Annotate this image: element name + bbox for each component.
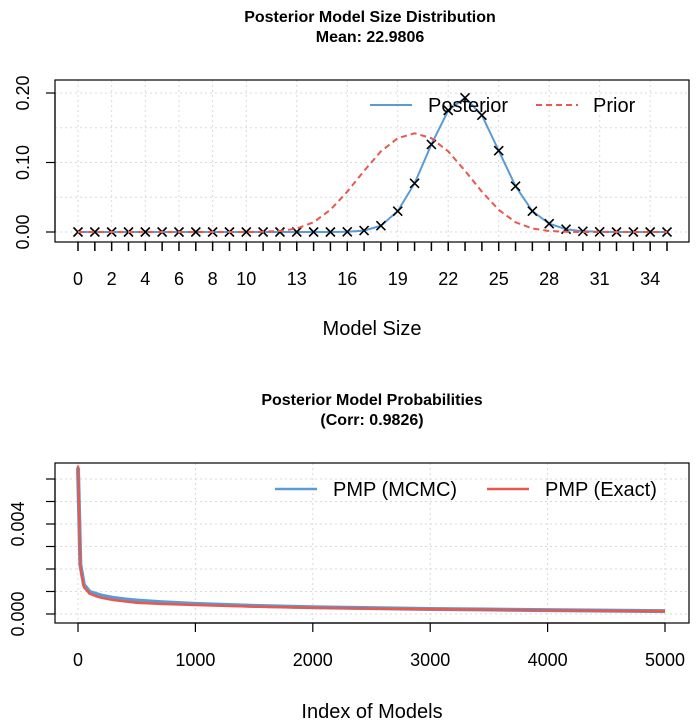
chart1-ytick-label-2: 0.20 xyxy=(13,75,33,110)
chart1-subtitle: Mean: 22.9806 xyxy=(316,29,425,46)
chart1-point-20 xyxy=(409,178,420,189)
chart1-xtick-label-8: 19 xyxy=(388,269,408,289)
chart1-point-7 xyxy=(190,226,201,238)
model-probabilities-chart: Posterior Model Probabilities (Corr: 0.9… xyxy=(8,392,690,723)
chart1-point-26 xyxy=(510,181,521,192)
chart2-xtick-label-0: 0 xyxy=(73,650,83,670)
chart1-point-19 xyxy=(392,206,403,217)
chart1-point-16 xyxy=(342,226,353,237)
chart1-point-30 xyxy=(577,226,588,237)
chart2-xlabel: Index of Models xyxy=(301,701,442,723)
chart1-point-18 xyxy=(375,220,386,231)
legend-exact-label: PMP (Exact) xyxy=(545,479,657,501)
chart1-title: Posterior Model Size Distribution xyxy=(244,9,496,26)
legend-prior-label: Prior xyxy=(593,95,636,117)
chart1-axes: 0 2 4 6 8 10 13 16 19 22 25 28 31 34 0.00 0.10 0.20 xyxy=(13,75,668,289)
chart1-xtick-label-11: 28 xyxy=(539,269,559,289)
chart1-xtick-label-6: 13 xyxy=(287,269,307,289)
chart2-xtick-label-5: 5000 xyxy=(645,650,685,670)
chart1-xtick-label-12: 31 xyxy=(590,269,610,289)
chart2-xtick-label-1: 1000 xyxy=(175,650,215,670)
chart1-series-1-line xyxy=(78,132,667,233)
chart2-legend: PMP (MCMC) PMP (Exact) xyxy=(275,479,657,501)
chart1-point-17 xyxy=(359,225,370,236)
model-size-chart: Posterior Model Size Distribution Mean: … xyxy=(13,9,690,340)
chart1-xtick-label-3: 6 xyxy=(174,269,184,289)
chart1-point-4 xyxy=(140,226,151,238)
chart2-ytick-label-1: 0.004 xyxy=(8,501,28,546)
chart1-series-0-line xyxy=(78,96,667,233)
chart2-xtick-label-4: 4000 xyxy=(528,650,568,670)
chart2-title: Posterior Model Probabilities xyxy=(261,392,482,409)
chart1-xtick-label-1: 2 xyxy=(107,269,117,289)
chart1-point-14 xyxy=(308,226,319,238)
chart2-xtick-label-2: 2000 xyxy=(293,650,333,670)
chart1-xtick-label-10: 25 xyxy=(489,269,509,289)
chart1-point-12 xyxy=(274,226,286,238)
chart2-ytick-label-0: 0.000 xyxy=(8,591,28,636)
chart1-point-27 xyxy=(527,206,538,217)
chart2-series-1-line xyxy=(76,465,666,613)
chart1-point-25 xyxy=(493,145,504,156)
chart1-ytick-label-1: 0.10 xyxy=(13,145,33,180)
chart2-series xyxy=(76,465,666,614)
chart1-point-15 xyxy=(325,226,336,238)
chart1-point-28 xyxy=(544,218,555,229)
chart1-point-31 xyxy=(594,226,605,237)
chart1-xtick-label-0: 0 xyxy=(73,269,83,289)
chart1-legend: Posterior Prior xyxy=(370,95,636,117)
chart1-xlabel: Model Size xyxy=(323,318,422,340)
legend-posterior-label: Posterior xyxy=(428,95,508,117)
chart1-point-23 xyxy=(459,92,471,103)
chart2-xtick-label-3: 3000 xyxy=(410,650,450,670)
chart1-point-22 xyxy=(443,105,454,116)
chart1-series xyxy=(72,92,673,238)
chart1-xtick-label-13: 34 xyxy=(640,269,660,289)
chart1-xtick-label-7: 16 xyxy=(337,269,357,289)
legend-mcmc-label: PMP (MCMC) xyxy=(333,479,457,501)
chart2-axes: 0 1000 2000 3000 4000 5000 0.000 0.004 xyxy=(8,478,685,670)
chart1-point-10 xyxy=(241,226,252,238)
chart1-point-34 xyxy=(645,226,656,238)
chart1-xtick-label-9: 22 xyxy=(438,269,458,289)
chart1-xtick-label-2: 4 xyxy=(140,269,150,289)
chart1-point-1 xyxy=(89,226,100,238)
chart1-point-24 xyxy=(476,110,487,121)
chart2-subtitle: (Corr: 0.9826) xyxy=(320,412,423,429)
chart1-xtick-label-4: 8 xyxy=(208,269,218,289)
chart1-xtick-label-5: 10 xyxy=(236,269,256,289)
chart1-grid xyxy=(55,80,689,242)
chart1-ytick-label-0: 0.00 xyxy=(13,214,33,249)
